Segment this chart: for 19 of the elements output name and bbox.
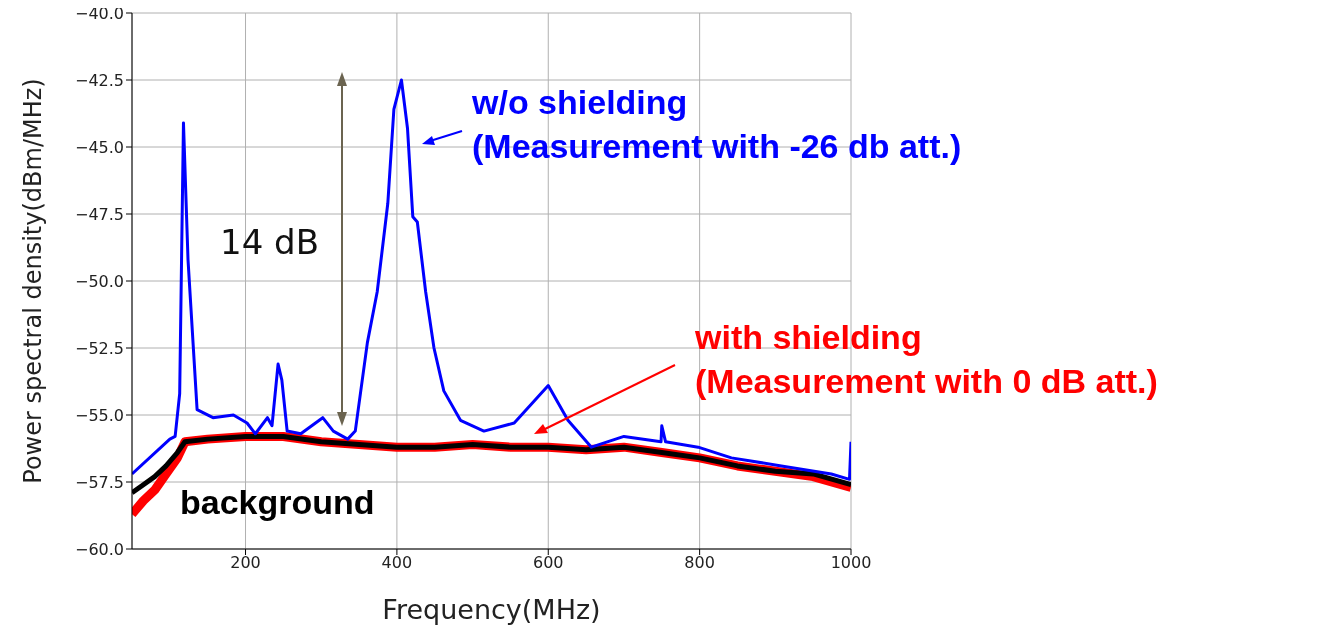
annotation: 14 dB: [220, 222, 319, 262]
legend-label: w/o shielding (Measurement with -26 db att.): [472, 82, 962, 167]
y-tick-label: −52.5: [74, 338, 124, 358]
x-axis-title: Frequency(MHz): [382, 594, 601, 625]
x-tick-label: 1000: [830, 553, 872, 573]
y-tick-label: −60.0: [74, 539, 124, 559]
y-tick-label: −47.5: [74, 204, 124, 224]
y-tick-label: −42.5: [74, 70, 124, 90]
y-tick-label: −57.5: [74, 472, 124, 492]
y-tick-label: −45.0: [74, 137, 124, 157]
x-tick-label: 200: [230, 553, 261, 573]
x-tick-label: 400: [381, 553, 413, 573]
y-axis-title: Power spectral density(dBm/MHz): [18, 78, 47, 484]
y-tick-label: −50.0: [74, 271, 124, 291]
y-tick-label: −55.0: [74, 405, 124, 425]
x-tick-label: 800: [684, 553, 715, 573]
series-label: background: [180, 482, 375, 523]
x-tick-label: 600: [532, 553, 564, 573]
series-label: with shielding (Measurement with 0 dB att.): [695, 317, 1158, 402]
